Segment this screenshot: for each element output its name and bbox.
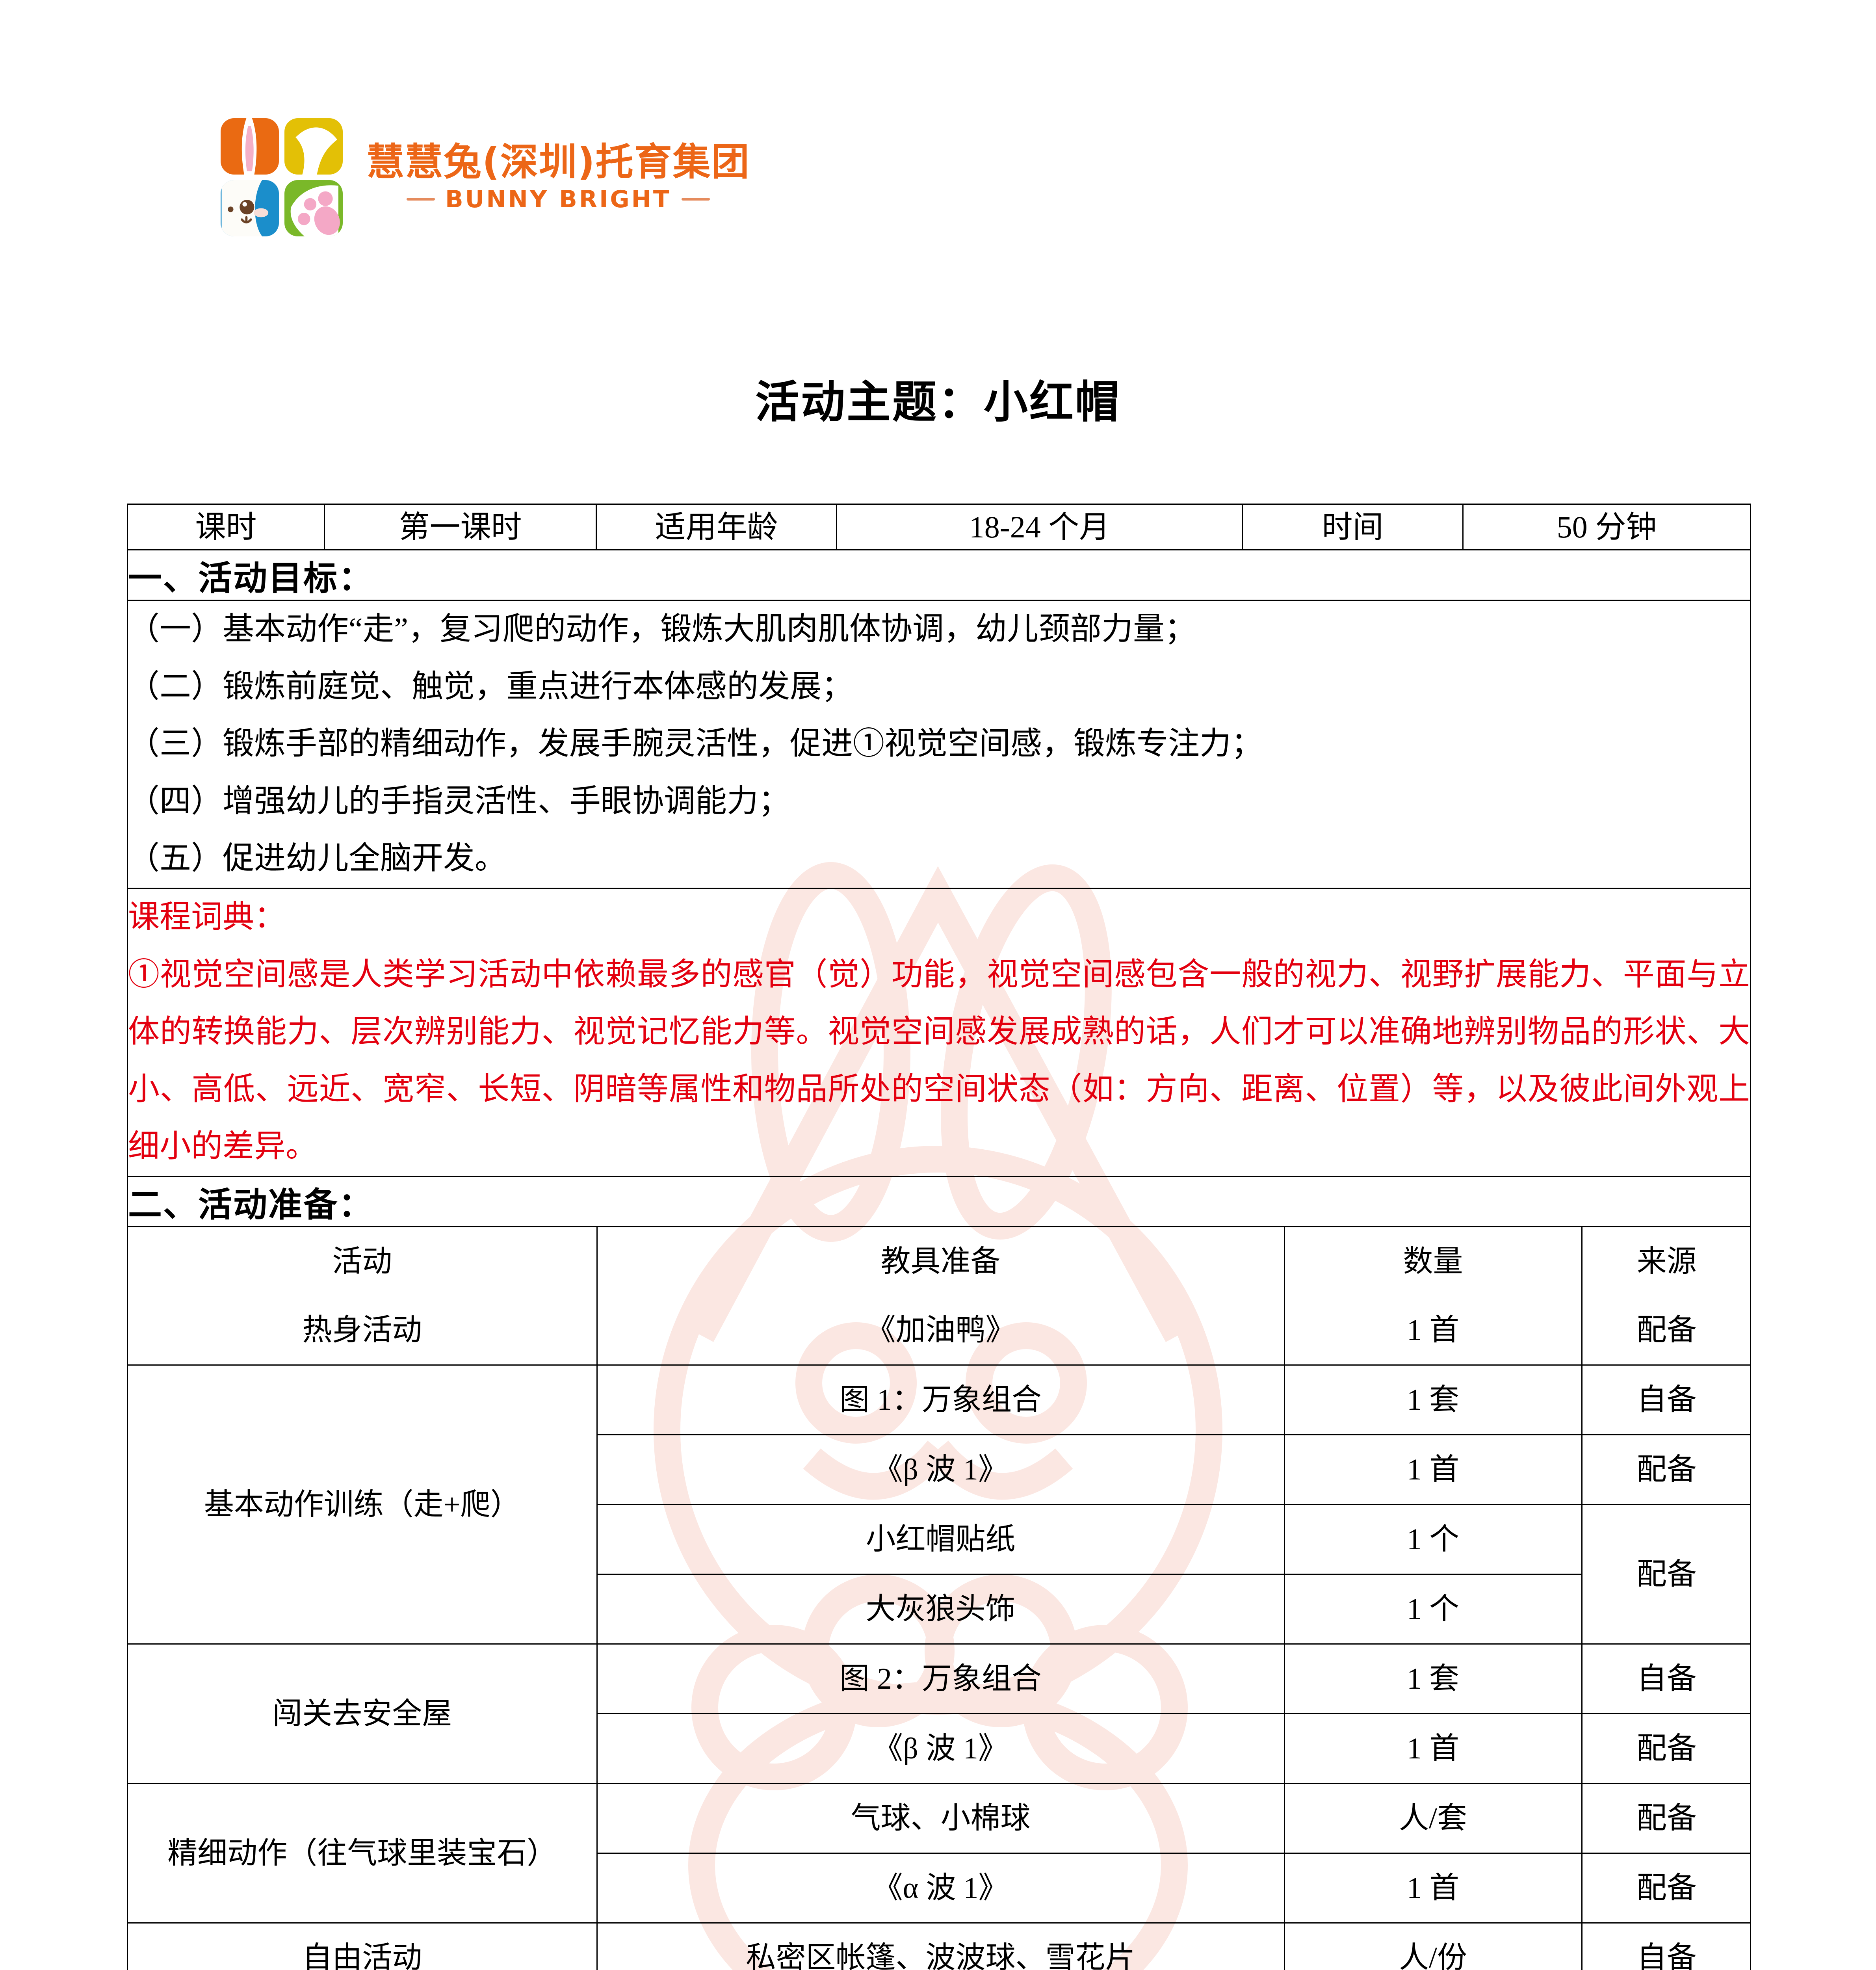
cell-activity: 闯关去安全屋 <box>128 1643 598 1784</box>
table-row-objectives: （一）基本动作“走”，复习爬的动作，锻炼大肌肉肌体协调，幼儿颈部力量； （二）锻… <box>127 600 1751 889</box>
objectives-list: （一）基本动作“走”，复习爬的动作，锻炼大肌肉肌体协调，幼儿颈部力量； （二）锻… <box>127 600 1751 889</box>
cell-quantity: 1 套 <box>1283 1364 1583 1436</box>
time-label: 时间 <box>1242 503 1464 551</box>
lesson-plan-table: 课时 第一课时 适用年龄 18-24 个月 时间 50 分钟 一、活动目标： （… <box>127 503 1751 1970</box>
cell-source: 自备 <box>1581 1643 1751 1715</box>
cell-source: 配备 <box>1581 1296 1751 1366</box>
objective-item: （一）基本动作“走”，复习爬的动作，锻炼大肌肉肌体协调，幼儿颈部力量； <box>128 612 1196 647</box>
logo-tile-ears <box>221 118 279 175</box>
cell-activity: 自由活动 <box>128 1922 598 1970</box>
table-row: 热身活动 《加油鸭》 1 首 配备 <box>128 1296 1751 1366</box>
logo-tile-ear-yellow <box>284 118 343 175</box>
bunny-logo-mark <box>221 118 343 236</box>
age-label: 适用年龄 <box>596 503 837 551</box>
brand-name-en-row: BUNNY BRIGHT <box>406 185 710 213</box>
cell-material: 小红帽贴纸 <box>597 1504 1285 1575</box>
brand-name-en: BUNNY BRIGHT <box>445 185 671 213</box>
cell-material: 气球、小棉球 <box>596 1783 1285 1854</box>
table-row-preparation-heading: 二、活动准备： <box>127 1176 1751 1228</box>
cell-activity: 基本动作训练（走+爬） <box>128 1364 598 1645</box>
cell-material: 《加油鸭》 <box>596 1296 1285 1366</box>
cell-quantity: 1 套 <box>1283 1643 1583 1715</box>
lesson-label: 课时 <box>127 503 325 551</box>
page-title: 活动主题：小红帽 <box>755 378 1121 427</box>
time-value: 50 分钟 <box>1462 503 1751 551</box>
cell-quantity: 1 首 <box>1283 1853 1583 1924</box>
cell-quantity: 1 首 <box>1283 1296 1583 1366</box>
cell-quantity: 人/份 <box>1283 1922 1583 1970</box>
cell-material: 私密区帐篷、波波球、雪花片 <box>596 1922 1285 1970</box>
cell-quantity: 人/套 <box>1283 1783 1583 1854</box>
cell-source: 自备 <box>1581 1922 1751 1970</box>
logo-tile-paw <box>284 180 343 236</box>
cell-material: 《β 波 1》 <box>597 1713 1285 1784</box>
brand-name-cn: 慧慧兔(深圳)托育集团 <box>366 140 750 184</box>
table-row: 精细动作（往气球里装宝石） 气球、小棉球 人/套 配备 <box>128 1783 1751 1924</box>
cell-material: 大灰狼头饰 <box>597 1574 1285 1645</box>
objective-item: （二）锻炼前庭觉、触觉，重点进行本体感的发展； <box>128 669 853 704</box>
divider-right <box>681 198 710 201</box>
cell-activity: 热身活动 <box>128 1296 598 1366</box>
col-header-source: 来源 <box>1581 1227 1751 1296</box>
dictionary-label: 课程词典： <box>128 900 286 935</box>
logo-tile-face <box>221 180 279 236</box>
cell-material: 图 1：万象组合 <box>596 1364 1285 1436</box>
table-row-objectives-heading: 一、活动目标： <box>127 549 1751 601</box>
cell-material: 《β 波 1》 <box>597 1434 1285 1505</box>
table-row: 闯关去安全屋 图 2：万象组合 1 套 自备 <box>128 1643 1751 1784</box>
course-dictionary: 课程词典： ①视觉空间感是人类学习活动中依赖最多的感官（觉）功能，视觉空间感包含… <box>127 888 1751 1177</box>
cell-source: 配备 <box>1581 1783 1751 1854</box>
cell-quantity: 1 首 <box>1283 1713 1583 1784</box>
table-row-dictionary: 课程词典： ①视觉空间感是人类学习活动中依赖最多的感官（觉）功能，视觉空间感包含… <box>127 888 1751 1177</box>
table-row-info: 课时 第一课时 适用年龄 18-24 个月 时间 50 分钟 <box>127 503 1751 551</box>
table-row: 基本动作训练（走+爬） 图 1：万象组合 1 套 自备 <box>128 1364 1751 1645</box>
divider-left <box>406 198 435 201</box>
preparation-table-cell: 活动 教具准备 数量 来源 热身活动 《加油鸭》 1 首 配备 <box>127 1226 1751 1970</box>
table-row: 自由活动 私密区帐篷、波波球、雪花片 人/份 自备 <box>128 1922 1751 1970</box>
preparation-heading: 二、活动准备： <box>127 1176 1751 1228</box>
cell-material: 《α 波 1》 <box>597 1853 1285 1924</box>
brand-wordmark: 慧慧兔(深圳)托育集团 BUNNY BRIGHT <box>366 141 750 213</box>
cell-quantity: 1 个 <box>1283 1574 1582 1645</box>
lesson-value: 第一课时 <box>324 503 597 551</box>
cell-quantity: 1 个 <box>1283 1504 1583 1575</box>
cell-source: 配备 <box>1581 1434 1751 1505</box>
cell-source: 配备 <box>1581 1853 1751 1924</box>
dictionary-body: ①视觉空间感是人类学习活动中依赖最多的感官（觉）功能，视觉空间感包含一般的视力、… <box>128 957 1750 1164</box>
col-header-material: 教具准备 <box>596 1227 1285 1296</box>
cell-quantity: 1 首 <box>1283 1434 1583 1505</box>
cell-material: 图 2：万象组合 <box>596 1643 1285 1715</box>
cell-source: 自备 <box>1581 1364 1751 1436</box>
objectives-heading: 一、活动目标： <box>127 549 1751 601</box>
objective-item: （四）增强幼儿的手指灵活性、手眼协调能力； <box>128 784 790 819</box>
col-header-quantity: 数量 <box>1283 1227 1583 1296</box>
cell-source: 配备 <box>1581 1713 1751 1784</box>
preparation-header-row: 活动 教具准备 数量 来源 <box>128 1227 1751 1296</box>
table-row-preparation: 活动 教具准备 数量 来源 热身活动 《加油鸭》 1 首 配备 <box>127 1226 1751 1970</box>
objective-item: （三）锻炼手部的精细动作，发展手腕灵活性，促进①视觉空间感，锻炼专注力； <box>128 727 1263 762</box>
age-value: 18-24 个月 <box>836 503 1243 551</box>
objective-item: （五）促进幼儿全脑开发。 <box>128 841 506 876</box>
preparation-table: 活动 教具准备 数量 来源 热身活动 《加油鸭》 1 首 配备 <box>128 1227 1751 1970</box>
cell-source: 配备 <box>1581 1504 1751 1645</box>
cell-activity: 精细动作（往气球里装宝石） <box>128 1783 598 1924</box>
col-header-activity: 活动 <box>128 1227 598 1296</box>
brand-logo: 慧慧兔(深圳)托育集团 BUNNY BRIGHT <box>221 118 750 236</box>
